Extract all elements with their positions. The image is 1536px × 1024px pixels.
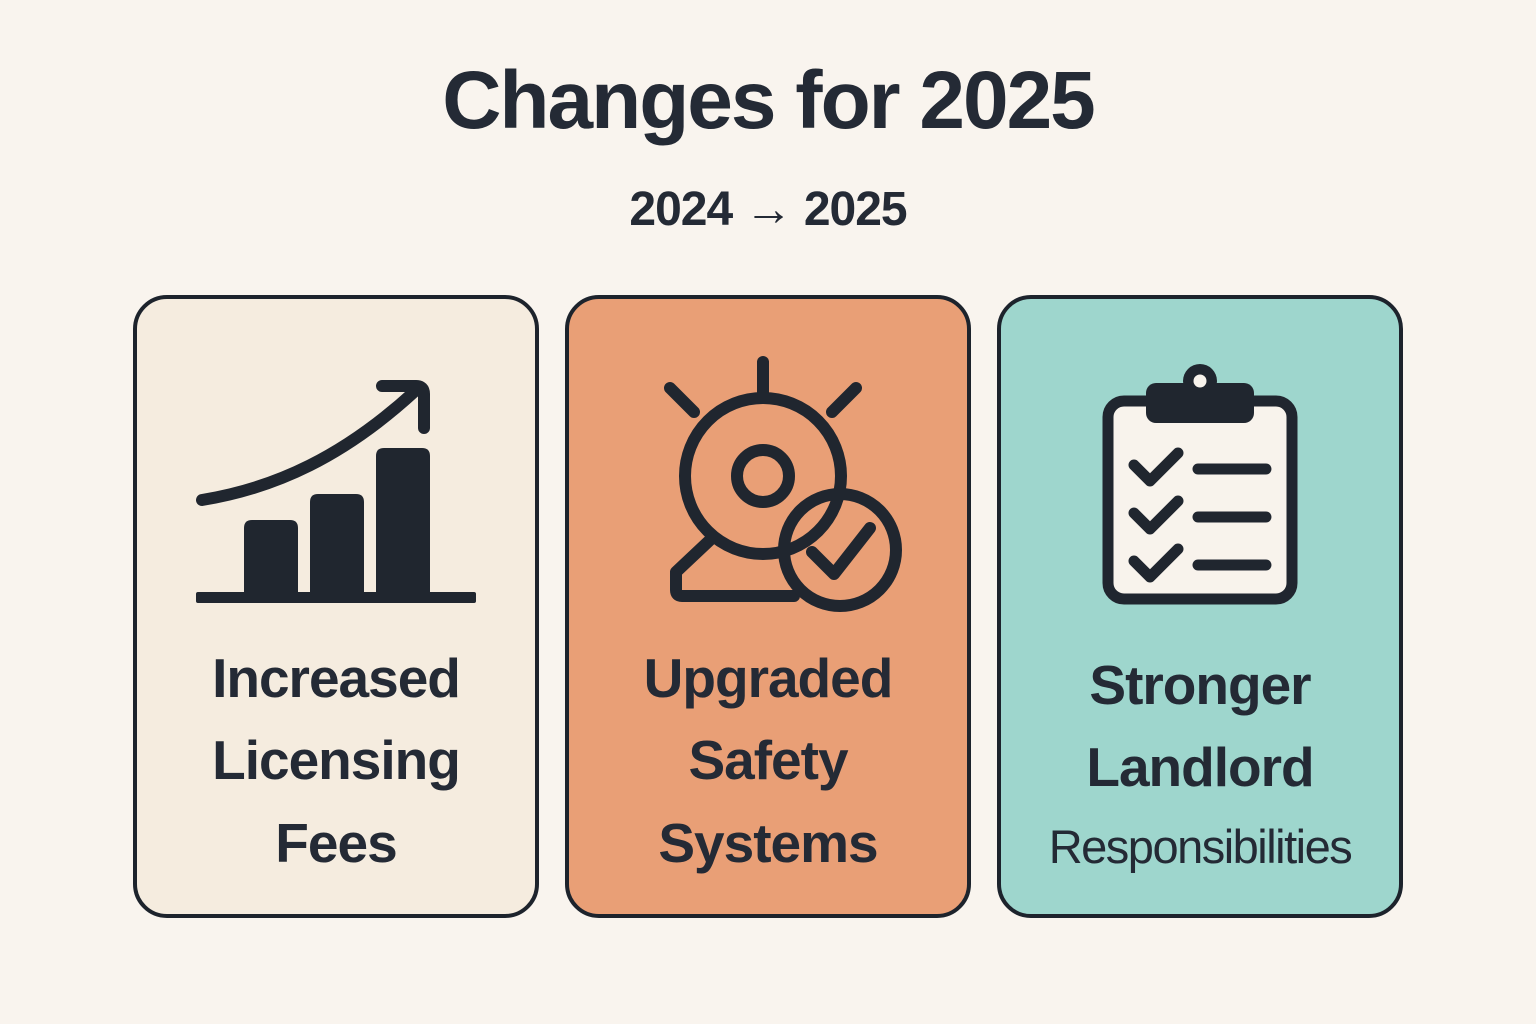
clipboard-checklist-icon [1050, 331, 1350, 644]
card-label-line: Increased [212, 646, 461, 709]
card-label-line: Systems [658, 811, 878, 874]
alarm-bell-check-icon [618, 331, 918, 637]
card-label-line: Stronger [1089, 653, 1311, 716]
card-label-line: Landlord [1086, 736, 1314, 799]
card-label: Stronger Landlord Responsibilities [1048, 644, 1353, 914]
year-transition-subtitle: 2024 → 2025 [629, 183, 907, 236]
bar-chart-rising-icon [186, 331, 486, 637]
card-upgraded-safety-systems: Upgraded Safety Systems [565, 295, 971, 918]
card-stronger-landlord-responsibilities: Stronger Landlord Responsibilities [997, 295, 1403, 918]
header: Changes for 2025 2024 → 2025 [0, 54, 1536, 237]
card-label: Upgraded Safety Systems [643, 637, 894, 915]
card-label-line: Upgraded [643, 646, 894, 709]
card-label-line: Safety [688, 729, 848, 791]
card-label: Increased Licensing Fees [212, 637, 461, 915]
card-label-line: Fees [275, 811, 397, 874]
cards-row: Increased Licensing Fees Upgra [0, 295, 1536, 918]
card-label-line: Responsibilities [1048, 819, 1353, 873]
page-title: Changes for 2025 [442, 55, 1096, 146]
card-label-line: Licensing [212, 729, 461, 791]
card-increased-licensing-fees: Increased Licensing Fees [133, 295, 539, 918]
